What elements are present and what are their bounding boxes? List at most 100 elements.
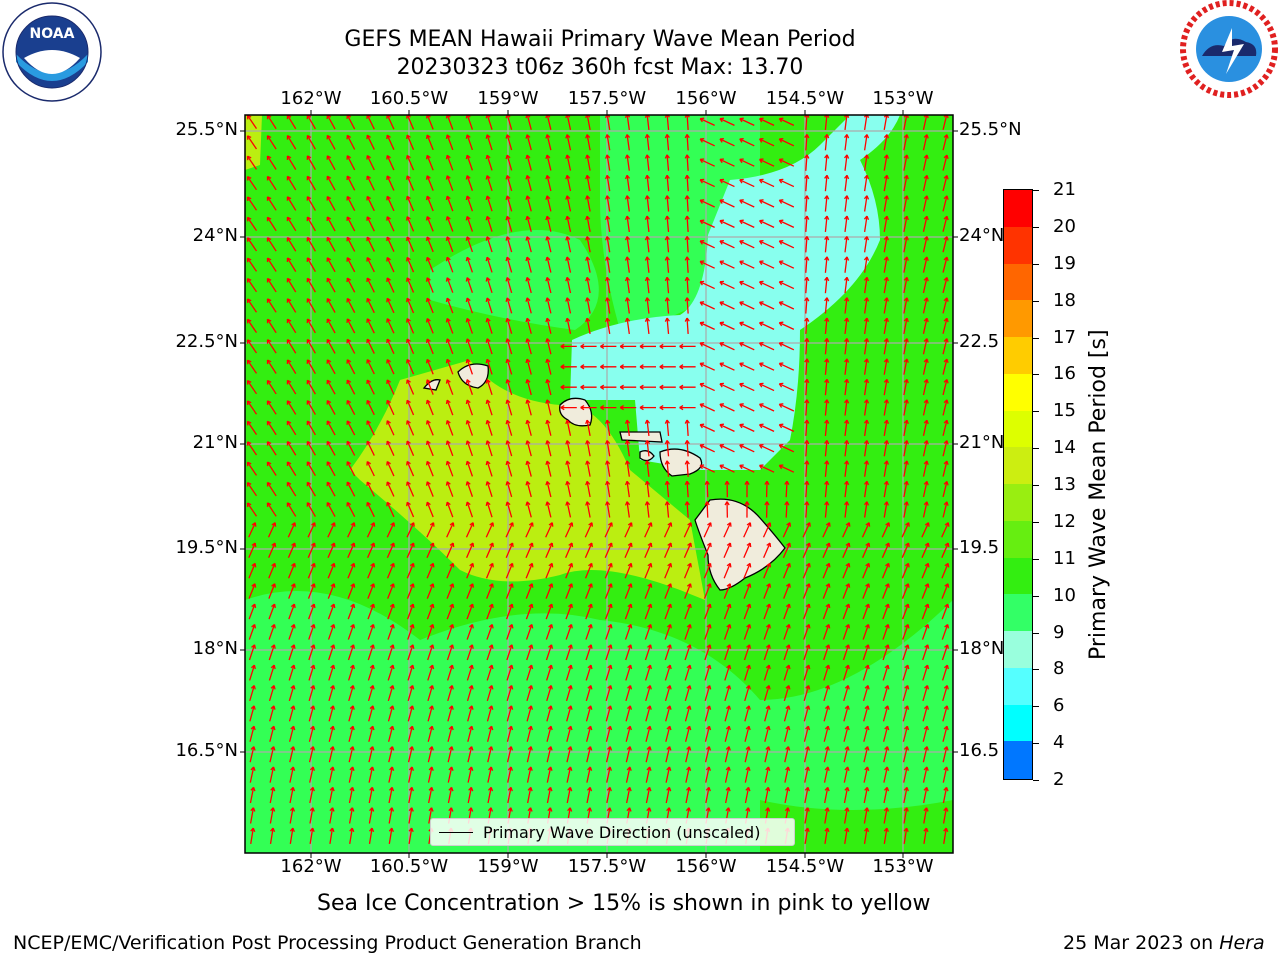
- wave-direction-arrow: [408, 827, 413, 845]
- wave-direction-arrow: [626, 154, 630, 171]
- wave-direction-arrow: [566, 460, 572, 477]
- wave-direction-arrow: [346, 440, 356, 456]
- wave-direction-arrowhead: [923, 827, 929, 833]
- wave-direction-arrowhead: [924, 644, 930, 649]
- wave-direction-arrowhead: [346, 134, 352, 140]
- wave-direction-arrow: [903, 195, 908, 212]
- wave-direction-arrowhead: [326, 196, 332, 201]
- wave-direction-arrowhead: [445, 501, 451, 507]
- wave-direction-arrow: [625, 766, 631, 783]
- wave-direction-arrow: [724, 766, 730, 783]
- wave-direction-arrow: [306, 196, 316, 211]
- wave-direction-arrowhead: [585, 195, 591, 200]
- wave-direction-arrowhead: [250, 807, 256, 812]
- wave-direction-arrow: [903, 338, 908, 355]
- wave-direction-arrowhead: [406, 440, 411, 446]
- wave-direction-arrowhead: [485, 215, 491, 221]
- wave-direction-arrow: [586, 154, 591, 171]
- wave-direction-arrow: [386, 461, 395, 477]
- wave-direction-arrowhead: [306, 481, 312, 487]
- wave-direction-arrow: [719, 118, 735, 126]
- wave-direction-arrow: [941, 583, 949, 599]
- wave-direction-arrowhead: [699, 464, 705, 470]
- wave-direction-arrow: [883, 154, 888, 171]
- wave-direction-arrow: [863, 399, 868, 416]
- wave-direction-arrowhead: [525, 236, 531, 241]
- wave-direction-arrowhead: [370, 603, 375, 609]
- wave-direction-arrow: [506, 624, 513, 640]
- wave-direction-arrowhead: [844, 236, 850, 241]
- wave-direction-arrowhead: [306, 196, 312, 201]
- wave-direction-arrow: [367, 685, 374, 702]
- wave-direction-arrowhead: [699, 341, 705, 347]
- wave-direction-arrow: [328, 685, 335, 702]
- wave-direction-arrow: [427, 685, 434, 702]
- wave-direction-arrow: [586, 175, 591, 192]
- wave-direction-arrow: [565, 685, 572, 702]
- wave-direction-arrowhead: [425, 277, 431, 282]
- wave-direction-arrowhead: [824, 725, 830, 731]
- wave-direction-arrow: [286, 482, 297, 497]
- wave-direction-arrowhead: [624, 215, 631, 221]
- wave-direction-arrowhead: [824, 766, 830, 771]
- lat-label-right: 16.5: [959, 740, 1000, 761]
- wave-direction-arrow: [824, 501, 828, 518]
- wave-direction-arrowhead: [251, 522, 257, 527]
- wave-direction-arrowhead: [565, 174, 571, 180]
- wave-direction-arrow: [862, 624, 870, 640]
- wave-direction-arrowhead: [326, 277, 332, 283]
- wave-direction-arrow: [286, 359, 297, 374]
- wave-direction-arrow: [803, 685, 810, 702]
- wave-direction-arrow: [699, 464, 715, 473]
- wave-direction-arrowhead: [664, 440, 670, 445]
- wave-direction-arrowhead: [739, 321, 744, 327]
- wave-direction-arrow: [506, 175, 513, 192]
- wave-direction-arrowhead: [429, 562, 435, 568]
- wave-direction-arrowhead: [824, 399, 830, 404]
- wave-direction-arrowhead: [884, 766, 890, 771]
- wave-direction-arrow: [328, 664, 335, 681]
- wave-direction-arrow: [626, 297, 630, 314]
- wave-direction-arrowhead: [706, 705, 712, 710]
- wave-direction-arrow: [719, 301, 735, 310]
- wave-direction-arrowhead: [624, 154, 631, 159]
- wave-direction-arrowhead: [904, 644, 910, 649]
- wave-direction-arrow: [565, 664, 572, 681]
- wave-direction-arrowhead: [246, 175, 252, 181]
- wave-direction-arrow: [942, 358, 948, 375]
- wave-direction-arrowhead: [883, 174, 890, 180]
- wave-direction-arrowhead: [587, 603, 593, 609]
- wave-direction-arrowhead: [485, 338, 491, 343]
- wave-direction-arrow: [719, 240, 735, 249]
- map-frame: [244, 114, 954, 854]
- wave-direction-arrowhead: [485, 154, 491, 160]
- wave-direction-arrowhead: [505, 317, 511, 323]
- wave-direction-arrowhead: [545, 297, 551, 302]
- wave-direction-arrowhead: [527, 807, 533, 812]
- wave-direction-arrowhead: [805, 583, 811, 588]
- wave-direction-arrow: [666, 419, 670, 437]
- wave-direction-arrow: [266, 135, 277, 150]
- wave-direction-arrowhead: [804, 827, 810, 833]
- wave-direction-arrow: [883, 807, 888, 824]
- wave-direction-arrow: [883, 297, 888, 314]
- wave-direction-arrowhead: [865, 542, 871, 548]
- wave-direction-arrow: [684, 726, 691, 742]
- wave-direction-arrowhead: [425, 420, 431, 425]
- wave-direction-arrowhead: [485, 256, 491, 262]
- wave-direction-arrowhead: [784, 786, 791, 792]
- wave-direction-arrow: [922, 379, 928, 396]
- wave-direction-arrow: [921, 542, 929, 558]
- wave-direction-arrowhead: [684, 236, 690, 241]
- wave-direction-arrow: [326, 155, 336, 171]
- wave-direction-arrow: [426, 115, 434, 130]
- wave-direction-arrow: [719, 281, 735, 290]
- wave-direction-arrow: [287, 542, 296, 558]
- wave-direction-arrow: [606, 256, 611, 273]
- colorbar-tick-label: 4: [1053, 732, 1065, 754]
- wave-direction-arrowhead: [883, 358, 890, 363]
- wave-direction-arrowhead: [904, 705, 910, 710]
- wave-direction-arrowhead: [883, 338, 890, 343]
- wave-direction-arrowhead: [266, 175, 272, 181]
